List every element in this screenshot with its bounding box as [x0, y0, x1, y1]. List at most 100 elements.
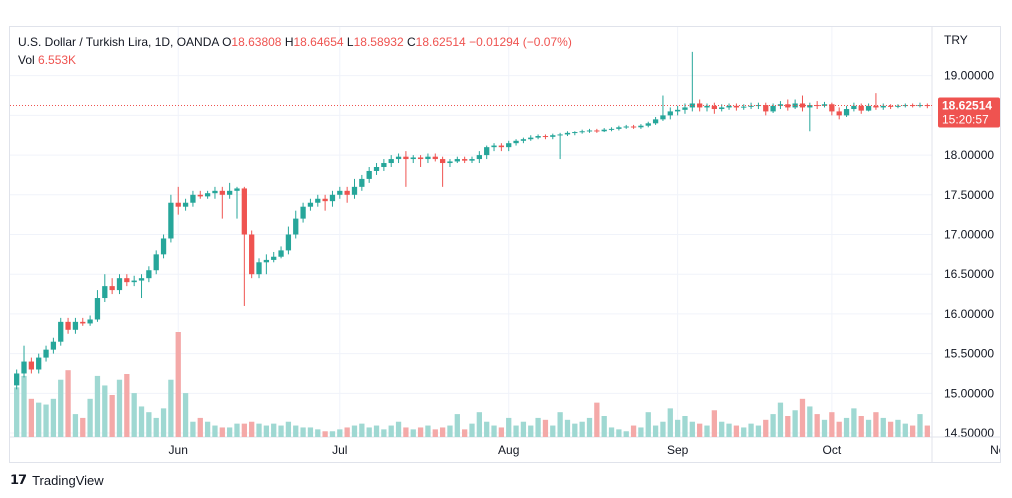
- x-tick-label: Oct: [823, 443, 842, 457]
- candle-body: [337, 190, 343, 195]
- vol-label[interactable]: Vol: [18, 53, 35, 67]
- volume-bar: [80, 417, 86, 437]
- candle-body: [777, 104, 784, 106]
- volume-bar: [476, 412, 482, 437]
- candle-body: [50, 341, 57, 350]
- candle-body: [432, 156, 438, 160]
- volume-bar: [895, 419, 901, 437]
- volume-bar: [285, 421, 292, 437]
- volume-bar: [792, 410, 798, 437]
- candle-body: [741, 106, 747, 108]
- volume-bar: [395, 421, 402, 437]
- candle-body: [197, 194, 203, 197]
- candle-body: [94, 298, 101, 320]
- volume-bar: [755, 425, 762, 437]
- y-tick-label: 18.00000: [944, 148, 994, 162]
- candle-body: [601, 129, 607, 132]
- candle-body: [594, 130, 600, 132]
- candle-body: [564, 132, 571, 135]
- volume-bar: [109, 395, 115, 437]
- candle-body: [858, 105, 864, 111]
- candle-body: [256, 262, 262, 275]
- candle-body: [520, 139, 527, 141]
- candle-body: [704, 105, 710, 108]
- volume-bar: [439, 427, 446, 437]
- low-label: L: [346, 35, 354, 49]
- volume-bar: [124, 374, 130, 437]
- volume-bar: [667, 408, 673, 437]
- volume-bar: [616, 429, 622, 437]
- volume-bar: [733, 425, 740, 437]
- ohlc-legend: U.S. Dollar / Turkish Lira, 1D, OANDA O1…: [18, 35, 572, 49]
- candle-body: [190, 194, 196, 203]
- candle-body: [535, 136, 541, 138]
- brand-name[interactable]: TradingView: [32, 472, 104, 488]
- volume-bar: [608, 427, 615, 437]
- volume-bar: [917, 414, 923, 437]
- y-tick-label: 19.00000: [944, 69, 994, 83]
- volume-bar: [58, 379, 64, 437]
- candle-body: [36, 357, 42, 370]
- candle-body: [410, 157, 416, 160]
- volume-bar: [197, 417, 203, 437]
- volume-bar: [351, 425, 358, 437]
- close-label: C: [407, 35, 416, 49]
- candle-body: [425, 156, 431, 160]
- volume-bar: [660, 421, 666, 437]
- volume-bar: [491, 425, 497, 437]
- candle-body: [851, 105, 857, 110]
- candlestick-chart[interactable]: 19.0000018.5000018.0000017.5000017.00000…: [10, 27, 1000, 462]
- open-value: 18.63808: [231, 35, 282, 49]
- candle-body: [182, 202, 189, 207]
- volume-bar: [682, 416, 688, 437]
- volume-bar: [388, 425, 394, 437]
- volume-bar: [43, 404, 49, 437]
- candle-body: [469, 159, 475, 161]
- volume-bar: [322, 431, 328, 437]
- open-label: O: [222, 35, 232, 49]
- candle-body: [630, 126, 637, 128]
- y-tick-label: 16.00000: [944, 307, 994, 321]
- volume-bar: [300, 427, 306, 437]
- tradingview-logo-icon[interactable]: 𝟭𝟳: [10, 472, 27, 487]
- candle-body: [116, 278, 123, 291]
- candle-body: [300, 206, 306, 219]
- candle-body: [109, 286, 115, 291]
- candle-body: [491, 145, 497, 148]
- candle-body: [14, 373, 20, 386]
- candle-body: [80, 321, 86, 324]
- volume-bar: [550, 425, 556, 437]
- volume-bar: [234, 423, 240, 437]
- volume-bar: [50, 398, 57, 437]
- volume-bar: [21, 375, 27, 437]
- candle-body: [72, 321, 79, 330]
- candle-body: [572, 132, 578, 134]
- volume-bar: [271, 423, 277, 437]
- close-value: 18.62514: [415, 35, 466, 49]
- volume-bar: [535, 417, 541, 437]
- volume-bar: [410, 429, 416, 437]
- volume-bar: [909, 425, 916, 437]
- volume-bar: [425, 425, 431, 437]
- candle-body: [447, 161, 453, 164]
- volume-bar: [462, 429, 468, 437]
- y-tick-label: 15.00000: [944, 386, 994, 400]
- candle-body: [28, 361, 35, 370]
- symbol-title[interactable]: U.S. Dollar / Turkish Lira, 1D, OANDA: [18, 35, 219, 49]
- candle-body: [388, 159, 394, 164]
- volume-bar: [542, 419, 549, 437]
- volume-bar: [623, 431, 629, 437]
- candle-body: [351, 186, 358, 195]
- candle-body: [65, 321, 71, 330]
- volume-bar: [865, 419, 872, 437]
- candle-body: [87, 319, 93, 324]
- price-badge: [938, 97, 1000, 128]
- volume-bar: [256, 423, 262, 437]
- volume-bar: [28, 398, 35, 437]
- volume-bar: [263, 425, 270, 437]
- volume-bar: [697, 423, 703, 437]
- volume-bar: [704, 425, 710, 437]
- volume-bar: [902, 423, 908, 437]
- volume-bar: [528, 425, 534, 437]
- candle-body: [234, 188, 240, 191]
